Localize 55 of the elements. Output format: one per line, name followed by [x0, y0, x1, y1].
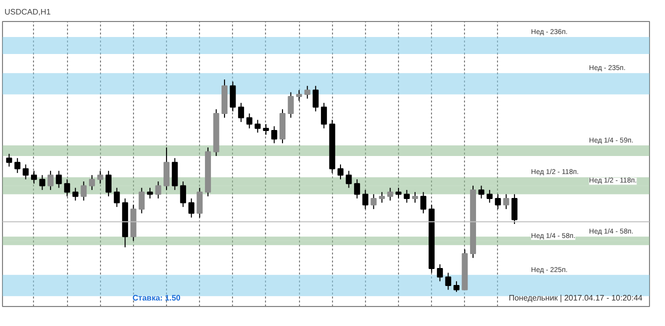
candlestick [453, 280, 460, 292]
candlestick [420, 192, 426, 214]
candlestick [412, 192, 418, 204]
candlestick [39, 174, 46, 190]
candlestick [238, 102, 244, 122]
candlestick [14, 158, 20, 174]
candlestick [354, 178, 360, 199]
candlestick [486, 189, 493, 204]
candlestick [262, 124, 269, 136]
candlestick [312, 85, 319, 112]
candlestick [296, 90, 302, 102]
candlestick [56, 170, 62, 188]
candlestick [511, 194, 518, 224]
candlestick [304, 85, 310, 100]
candlestick [80, 180, 87, 202]
candlestick [320, 102, 327, 129]
text: Понедельник | 2017.04.17 - 10:20:44 [508, 294, 644, 302]
candlestick [387, 187, 394, 202]
candlestick [271, 126, 278, 144]
candlestick [97, 170, 104, 184]
chart-title: USDCAD,H1 [4, 8, 52, 16]
candlestick [138, 187, 145, 214]
candlestick [478, 185, 484, 199]
candlestick [378, 192, 385, 204]
candlestick [155, 180, 162, 199]
candlestick [146, 187, 153, 199]
candlestick [362, 189, 368, 210]
candlestick [196, 187, 203, 218]
candlestick [254, 119, 261, 134]
candlestick [106, 170, 112, 197]
candlestick [503, 194, 510, 210]
candlestick [88, 174, 95, 190]
text: Ставка: 1.50 [132, 294, 182, 302]
candlestick [72, 187, 78, 202]
candlestick [180, 180, 186, 208]
candlestick [22, 164, 29, 180]
candlestick [288, 92, 294, 118]
candlestick [338, 164, 344, 180]
candlestick [64, 178, 70, 197]
candlestick [436, 264, 443, 282]
candlestick [6, 153, 12, 168]
candlestick [114, 187, 120, 208]
candlestick [188, 198, 194, 218]
candlestick [494, 194, 501, 210]
candlestick [30, 170, 37, 184]
candlestick [404, 189, 410, 204]
candlestick [48, 170, 54, 190]
candlestick [346, 170, 352, 188]
candlestick [396, 187, 402, 199]
candlestick [246, 113, 252, 129]
candlestick [230, 81, 236, 112]
candlestick [164, 146, 170, 190]
candlestick [445, 272, 452, 290]
candlestick [172, 158, 178, 190]
candlestick [370, 194, 377, 210]
